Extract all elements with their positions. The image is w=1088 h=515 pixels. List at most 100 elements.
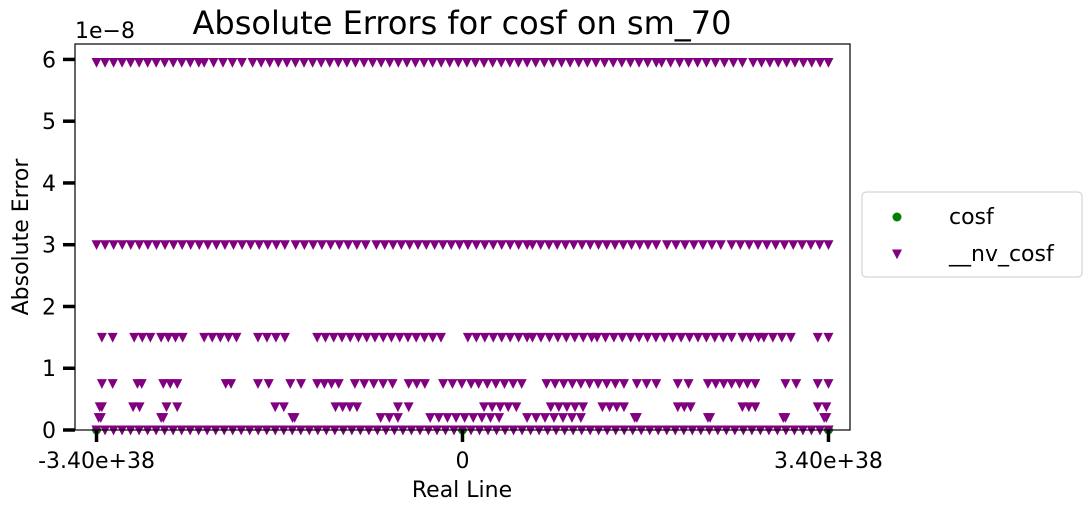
nv-cosf-point [558,379,569,389]
nv-cosf-point [91,240,102,250]
nv-cosf-point [539,58,550,68]
nv-cosf-point [308,240,319,250]
nv-cosf-point [522,58,533,68]
nv-cosf-point [544,332,555,343]
nv-cosf-point [592,332,603,343]
nv-cosf-point [797,240,808,250]
nv-cosf-level-5 [91,240,834,250]
x-tick-label: -3.40e+38 [38,449,155,474]
axes-layer: -3.40e+38 0 3.40e+38 0 1 2 3 4 5 6 [38,48,883,474]
nv-cosf-point [618,402,629,413]
nv-cosf-point [535,240,546,250]
nv-cosf-point [705,413,716,423]
nv-cosf-point [656,58,667,68]
nv-cosf-point [252,379,263,389]
y-tick-label: 2 [42,295,56,320]
nv-cosf-point [773,58,784,68]
nv-cosf-point [172,379,183,389]
nv-cosf-point [134,402,145,413]
nv-cosf-level-2 [94,402,832,413]
legend-markers [892,212,902,260]
nv-cosf-point [748,58,759,68]
nv-cosf-point [631,413,642,423]
nv-cosf-point [761,240,772,250]
nv-cosf-point [438,379,449,389]
nv-cosf-point [473,379,484,389]
nv-cosf-point [436,58,447,68]
nv-cosf-point [590,58,601,68]
nv-cosf-point [692,332,703,343]
nv-cosf-point [344,402,355,413]
nv-cosf-point [462,332,473,343]
nv-cosf-point [495,402,506,413]
nv-cosf-point [404,240,415,250]
nv-cosf-point [482,379,493,389]
nv-cosf-point [488,332,499,343]
nv-cosf-point [320,332,331,343]
nv-cosf-point [168,58,179,68]
nv-cosf-point [447,379,458,389]
nv-cosf-point [530,58,541,68]
nv-cosf-point [479,402,490,413]
nv-cosf-point [527,332,538,343]
nv-cosf-point [522,413,533,423]
y-tick-label: 6 [42,48,56,73]
nv-cosf-point [459,413,470,423]
nv-cosf-point [330,402,341,413]
nv-cosf-point [421,240,432,250]
nv-cosf-point [290,240,301,250]
nv-cosf-point [228,240,239,250]
nv-cosf-point [312,332,323,343]
y-tick-label: 4 [42,172,56,197]
nv-cosf-point [531,413,542,423]
nv-cosf-point [444,58,455,68]
nv-cosf-point [728,58,739,68]
nv-cosf-point [207,332,218,343]
nv-cosf-point [618,240,629,250]
nv-cosf-point [412,240,423,250]
nv-cosf-point [470,58,481,68]
nv-cosf-point [575,413,586,423]
nv-cosf-point [508,379,519,389]
plot-frame [74,43,851,431]
nv-cosf-point [513,240,524,250]
nv-cosf-point [565,58,576,68]
nv-cosf-point [496,240,507,250]
nv-cosf-point [487,58,498,68]
nv-cosf-point [815,58,826,68]
nv-cosf-level-3 [96,379,834,389]
nv-cosf-point [631,379,642,389]
nv-cosf-point [566,413,577,423]
nv-cosf-point [134,58,145,68]
nv-cosf-point [527,240,538,250]
nv-cosf-point [697,240,708,250]
nv-cosf-point [134,240,145,250]
nv-cosf-point [642,58,653,68]
nv-cosf-point [177,332,188,343]
nv-cosf-point [100,58,111,68]
nv-cosf-point [279,332,290,343]
nv-cosf-point [435,332,446,343]
nv-cosf-point [158,413,169,423]
nv-cosf-point [490,379,501,389]
nv-cosf-point [742,379,753,389]
nv-cosf-point [199,332,210,343]
nv-cosf-point [776,332,787,343]
legend-marker-cosf [892,212,902,222]
nv-cosf-point [307,58,318,68]
nv-cosf-point [667,332,678,343]
nv-cosf-point [252,332,263,343]
nv-cosf-point [634,332,645,343]
nv-cosf-point [737,332,748,343]
nv-cosf-point [402,332,413,343]
nv-cosf-point [278,402,289,413]
nv-cosf-point [479,240,490,250]
nv-cosf-point [726,379,737,389]
nv-cosf-point [219,240,230,250]
nv-cosf-point [367,58,378,68]
nv-cosf-point [185,240,196,250]
nv-cosf-point [710,58,721,68]
nv-cosf-point [560,240,571,250]
nv-cosf-point [672,402,683,413]
nv-cosf-point [719,58,730,68]
